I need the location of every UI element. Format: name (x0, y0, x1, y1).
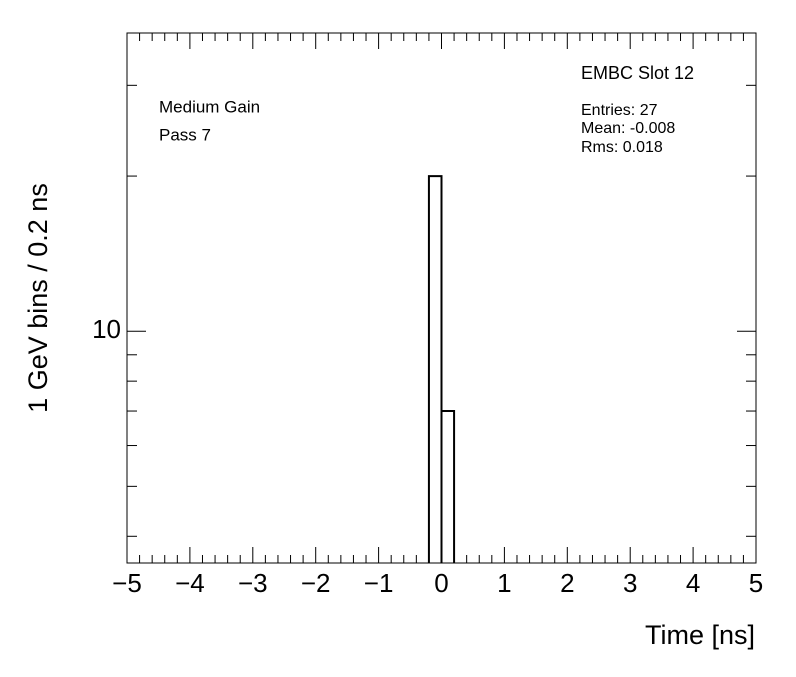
x-tick-label: −4 (175, 568, 205, 598)
y-axis-label: 1 GeV bins / 0.2 ns (23, 183, 53, 413)
x-tick-label: −5 (112, 568, 142, 598)
x-tick-label: 0 (434, 568, 448, 598)
x-tick-label: 4 (686, 568, 700, 598)
annotation: Medium Gain (159, 97, 260, 116)
x-tick-label: −3 (238, 568, 268, 598)
stats-entry: Rms: 0.018 (581, 139, 663, 156)
x-tick-label: −1 (364, 568, 394, 598)
stats-title: EMBC Slot 12 (581, 63, 694, 83)
histogram-bin (440, 410, 456, 563)
stats-entry: Entries: 27 (581, 102, 658, 119)
x-tick-label: 3 (623, 568, 637, 598)
x-tick-label: 5 (749, 568, 763, 598)
x-axis-label: Time [ns] (645, 620, 755, 650)
x-tick-label: 2 (560, 568, 574, 598)
x-tick-label: 1 (497, 568, 511, 598)
x-tick-label: −2 (301, 568, 331, 598)
histogram-bin (427, 175, 443, 563)
annotation: Pass 7 (159, 125, 211, 144)
stats-entry: Mean: -0.008 (581, 120, 675, 137)
y-tick-label: 10 (92, 314, 121, 344)
